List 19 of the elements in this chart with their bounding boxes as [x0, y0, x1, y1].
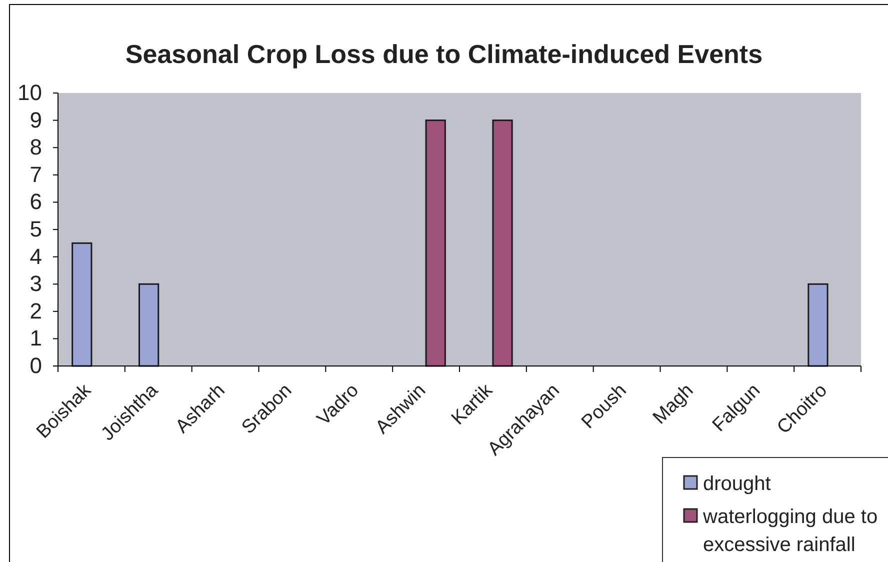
y-tick-label: 2 — [30, 298, 42, 324]
y-tick-label: 6 — [30, 189, 42, 214]
bar — [425, 120, 446, 367]
bar — [492, 120, 513, 367]
legend-label: waterlogging due to excessive rainfall — [702, 506, 878, 556]
y-tick-label: 9 — [30, 107, 42, 132]
y-tick-label: 10 — [18, 80, 42, 106]
y-tick-label: 3 — [30, 271, 42, 296]
y-tick-label: 4 — [30, 244, 42, 269]
y-tick-label: 5 — [30, 216, 42, 242]
bar — [72, 242, 92, 367]
y-tick-label: 7 — [30, 162, 42, 187]
bar — [138, 283, 160, 367]
y-tick-label: 0 — [30, 353, 42, 378]
chart-title: Seasonal Crop Loss due to Climate-induced Events — [125, 39, 763, 69]
y-tick-label: 8 — [30, 134, 42, 160]
y-tick-label: 1 — [30, 326, 42, 351]
legend-label: drought — [703, 473, 772, 495]
bar — [808, 283, 828, 367]
